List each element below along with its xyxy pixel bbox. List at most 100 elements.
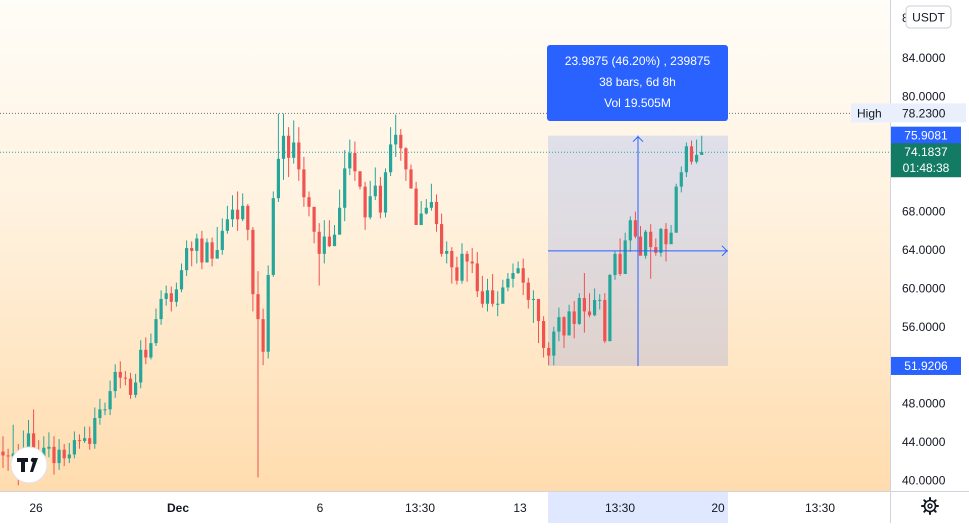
candle [542,316,546,358]
candle [261,308,265,366]
candle-body [32,433,36,451]
candle-body [317,231,321,254]
candle [123,370,127,386]
candle [205,238,209,263]
candle [195,233,199,264]
candle [108,380,112,416]
candle [210,237,214,267]
candle [496,291,500,317]
price-axis-background [890,0,969,491]
candle [465,250,469,282]
candle [220,218,224,255]
current-price-label: 74.1837 01:48:38 [891,143,961,178]
candle [516,261,520,274]
candle [159,290,163,325]
candle-body [281,135,286,159]
candle-body [598,299,602,301]
candle-body [644,231,648,256]
candle [118,361,122,389]
measure-tooltip-line: 23.9875 (46.20%) , 239875 [565,54,711,68]
candle [552,326,556,366]
measure-top-price-label-text: 75.9081 [904,129,948,143]
tradingview-logo-icon [17,458,38,472]
candle [593,288,597,317]
candle [32,409,36,455]
tradingview-logo[interactable] [10,446,48,484]
currency-button[interactable]: USDT [905,5,952,29]
y-tick-label: 68.0000 [902,205,946,219]
candle-body [72,440,76,455]
candle [440,213,444,257]
candle-body [57,449,61,464]
candle-body [419,213,423,226]
candle-body [358,171,362,187]
candle-body [11,453,15,457]
candle [644,229,648,259]
candle [389,127,393,177]
candle [419,201,423,226]
candle-body [429,202,433,208]
high-price-label: High 78.2300 [851,103,966,123]
candle-body [470,261,474,264]
candle [98,398,102,425]
candle-body [307,197,311,207]
candle-body [496,303,500,305]
candle [414,181,418,226]
candle-body [536,298,541,322]
candle-body [113,371,117,392]
candle [343,150,347,222]
candle-body [83,438,87,442]
candle [72,431,76,459]
candle-body [164,293,168,299]
candle-body [1,451,5,456]
y-tick-label: 48.0000 [902,397,946,411]
candle-body [179,270,184,290]
settings-gear-icon[interactable] [921,497,939,515]
candle [236,191,240,231]
candle-body [577,298,581,324]
candle [128,372,133,399]
candle-body [327,236,331,247]
candle [491,274,495,307]
candle [256,271,260,478]
high-value-text: 78.2300 [902,106,946,120]
candle [276,113,280,202]
candle-body [287,135,291,158]
candle [332,225,337,247]
candle [174,282,178,307]
candle [373,167,377,201]
candle-body [542,321,546,348]
candle [307,191,311,217]
candle [164,285,168,306]
candle-body [618,253,622,274]
candle-body [292,142,296,158]
measure-bottom-price-label-text: 51.9206 [904,359,948,373]
candle [475,251,479,298]
candle-body [200,238,204,263]
y-tick-label: 40.0000 [902,473,946,487]
candle-body [572,311,576,324]
candle [57,439,61,470]
candle-body [215,250,219,259]
candle [572,300,576,339]
candle-body [638,236,643,256]
candle [139,340,143,389]
candle [577,293,581,325]
candle [215,226,219,259]
candle [700,135,704,155]
candle [62,443,66,466]
x-tick-label: 13:30 [405,501,435,515]
candle-body [649,231,653,248]
candle [679,166,683,193]
y-tick-label: 56.0000 [902,320,946,334]
candle [404,147,408,181]
candle [134,373,138,398]
candle-body [195,238,199,251]
x-tick-label: 13:30 [605,501,635,515]
candle [67,442,71,464]
candle-body [389,144,393,173]
x-tick-label: 6 [317,501,324,515]
candle [480,275,484,308]
